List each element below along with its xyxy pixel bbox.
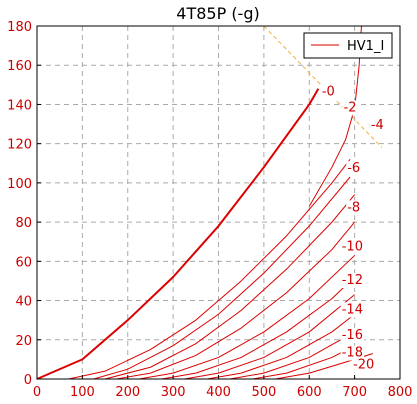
curve-label: -4 — [371, 118, 384, 133]
curve-g8 — [139, 255, 355, 380]
x-tick-label: 700 — [342, 385, 367, 400]
y-tick-label: 160 — [7, 59, 32, 74]
curve-g0 — [36, 88, 320, 380]
x-tick-label: 500 — [251, 385, 276, 400]
y-tick-label: 40 — [15, 295, 32, 310]
curve-g14 — [207, 313, 355, 380]
curve-label-background — [352, 357, 376, 373]
y-tick-label: 180 — [7, 20, 32, 35]
x-tick-label: 0 — [33, 385, 41, 400]
curve-upper-tail — [308, 25, 362, 207]
y-tick-label: 20 — [15, 334, 32, 349]
curve-labels: -0 -2 -4 -6 -8 -10 -12 -14 -16 -18-20 — [320, 84, 385, 373]
y-tick-label: 80 — [15, 216, 32, 231]
curve-label: -0 — [322, 85, 335, 100]
curve-label-background — [346, 200, 362, 216]
curve-label-background — [342, 100, 358, 116]
x-tick-label: 800 — [388, 385, 413, 400]
curve-label: -8 — [347, 200, 360, 215]
curve-g12 — [184, 294, 355, 380]
curve-label: -10 — [342, 240, 363, 255]
y-axis-ticks: 0 20 40 60 80 100 120 140 160 180 — [7, 20, 41, 388]
x-tick-label: 400 — [206, 385, 231, 400]
curve-mid-1 — [104, 194, 356, 380]
curve-label-background — [340, 272, 364, 288]
curve-label-background — [340, 327, 364, 343]
curve-label: -18 — [342, 346, 363, 361]
chart-title: 4T85P (-g) — [176, 4, 259, 23]
y-tick-label: 140 — [7, 98, 32, 113]
x-axis-ticks: 0 100 200 300 400 500 600 700 800 — [33, 375, 413, 400]
curve-label: -14 — [342, 302, 363, 317]
legend: HV1_I — [303, 32, 393, 59]
x-tick-label: 100 — [70, 385, 95, 400]
curve-g2 — [68, 159, 351, 380]
y-tick-label: 0 — [24, 373, 32, 388]
curve-g6 — [116, 221, 356, 380]
curve-label: -16 — [342, 328, 363, 343]
x-tick-label: 300 — [161, 385, 186, 400]
curve-g10 — [161, 276, 355, 380]
curve-label: -12 — [342, 273, 363, 288]
curve-label-background — [340, 239, 364, 255]
y-tick-label: 100 — [7, 177, 32, 192]
legend-label: HV1_I — [347, 39, 384, 54]
x-tick-label: 200 — [115, 385, 140, 400]
curve-label-background — [340, 302, 364, 318]
curve-label: -2 — [344, 100, 357, 115]
curve-label-background — [340, 345, 364, 361]
curve-g16 — [229, 331, 355, 380]
y-tick-label: 120 — [7, 138, 32, 153]
grid — [37, 26, 400, 379]
curve-label-background — [320, 84, 336, 100]
plate-curves — [36, 25, 373, 380]
curve-label-background — [369, 118, 385, 134]
y-tick-label: 60 — [15, 255, 32, 270]
curve-mid-0 — [93, 176, 351, 380]
curve-label-background — [346, 161, 362, 177]
curve-label: -6 — [347, 161, 360, 176]
curve-label: -20 — [353, 357, 374, 372]
x-tick-label: 600 — [297, 385, 322, 400]
